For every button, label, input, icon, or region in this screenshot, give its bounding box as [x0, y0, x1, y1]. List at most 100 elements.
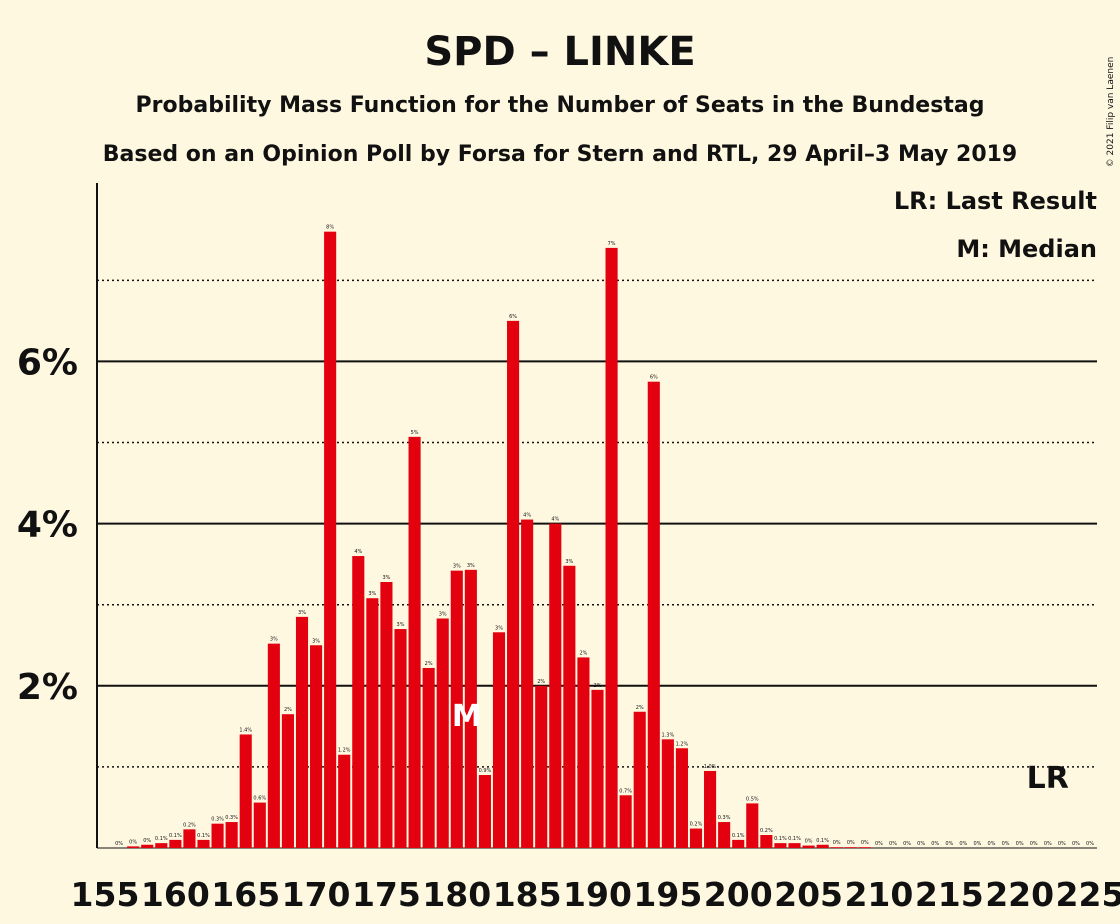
bar — [267, 643, 280, 848]
bar-value-label: 0% — [805, 839, 813, 845]
y-tick-label: 2% — [17, 667, 78, 708]
bar — [689, 828, 703, 848]
bar-value-label: 0.1% — [774, 836, 787, 842]
bar-value-label: 1.0% — [704, 764, 717, 770]
bar-value-label: 0% — [861, 840, 869, 846]
bar-value-label: 3% — [467, 563, 475, 569]
bar — [464, 569, 477, 848]
bar — [239, 734, 252, 848]
bar-value-label: 0% — [903, 841, 911, 847]
bar — [535, 685, 548, 848]
bar — [324, 231, 337, 848]
bar — [366, 598, 379, 848]
bar-value-label: 3% — [439, 611, 447, 617]
bar — [844, 847, 857, 848]
bar — [155, 843, 168, 848]
bar — [549, 523, 562, 848]
bar-value-label: 0% — [143, 838, 151, 844]
bar-value-label: 4% — [523, 513, 531, 519]
bar — [436, 618, 449, 848]
bar-value-label: 1.3% — [662, 732, 675, 738]
bar-value-label: 0.1% — [197, 833, 210, 839]
bar-value-label: 0.2% — [760, 828, 773, 834]
x-tick-label: 160 — [141, 875, 210, 914]
bar-value-label: 0% — [115, 841, 123, 847]
bar-value-label: 0.1% — [169, 833, 182, 839]
bar-value-label: 0.3% — [225, 815, 238, 821]
bar-value-label: 2% — [594, 683, 602, 689]
bar — [633, 711, 646, 848]
grid-lines — [97, 279, 1097, 849]
bar-value-label: 0% — [889, 841, 897, 847]
x-tick-label: 210 — [844, 875, 913, 914]
x-tick-label: 195 — [633, 875, 702, 914]
bar — [253, 802, 266, 848]
bar-value-label: 0.6% — [253, 796, 266, 802]
x-tick-label: 165 — [211, 875, 280, 914]
bar — [197, 839, 210, 848]
bar-value-label: 3% — [382, 575, 390, 581]
bar — [380, 582, 393, 848]
bar-value-label: 8% — [326, 225, 334, 231]
bar-value-label: 0% — [1002, 841, 1010, 847]
bar-value-label: 0% — [945, 841, 953, 847]
x-tick-label: 180 — [422, 875, 491, 914]
bar-value-label: 1.2% — [338, 748, 351, 754]
x-tick-label: 215 — [915, 875, 984, 914]
bar-value-label: 4% — [354, 549, 362, 555]
y-axis-ticks: 2% 4% 6% — [17, 342, 78, 707]
bar-value-label: 0% — [1072, 841, 1080, 847]
bar-value-label: 0% — [847, 840, 855, 846]
bar-value-label: 1.2% — [676, 741, 689, 747]
bar — [605, 247, 618, 848]
bar-value-label: 5% — [411, 430, 419, 436]
bar-value-label: 0.3% — [211, 817, 224, 823]
bar — [408, 436, 421, 848]
bar — [183, 829, 196, 848]
x-tick-label: 155 — [71, 875, 140, 914]
x-tick-label: 225 — [1056, 875, 1120, 914]
x-tick-label: 220 — [985, 875, 1054, 914]
bar-value-label: 0% — [1016, 841, 1024, 847]
bar — [577, 657, 590, 848]
bar — [718, 822, 731, 848]
bar-value-label: 2% — [425, 661, 433, 667]
bar — [760, 835, 773, 848]
bar — [830, 847, 843, 848]
bar-value-label: 2% — [537, 679, 545, 685]
bar-value-label: 3% — [453, 564, 461, 570]
x-tick-label: 205 — [774, 875, 843, 914]
bar-value-label: 3% — [368, 591, 376, 597]
bar-value-label: 0% — [129, 839, 137, 845]
bar — [704, 770, 717, 848]
bar-value-label: 0.1% — [155, 836, 168, 842]
bar-value-label: 0% — [833, 840, 841, 846]
bar — [281, 714, 294, 848]
bar — [295, 616, 309, 848]
legend-last-result: LR: Last Result — [894, 187, 1097, 215]
bar-value-label: 0% — [959, 841, 967, 847]
bar-value-label: 2% — [284, 707, 292, 713]
bar-value-label: 0% — [917, 841, 925, 847]
bar — [478, 775, 491, 848]
bar-value-label: 3% — [298, 610, 306, 616]
bars — [127, 231, 871, 848]
bar-value-label: 7% — [608, 241, 616, 247]
x-tick-label: 190 — [563, 875, 632, 914]
bar — [394, 629, 407, 848]
markers: M LR — [452, 699, 1069, 796]
bar-value-label: 0.9% — [479, 768, 492, 774]
bar — [141, 844, 154, 848]
bar-value-label: 0.1% — [816, 838, 829, 844]
bar-value-label: 0.2% — [690, 822, 703, 828]
bar-value-label: 0.5% — [746, 796, 759, 802]
bar-value-label: 0.1% — [788, 836, 801, 842]
y-tick-label: 4% — [17, 505, 78, 546]
bar — [619, 795, 632, 848]
bar-value-label: 6% — [650, 375, 658, 381]
bar — [225, 822, 238, 848]
bar — [774, 843, 787, 848]
bar-value-label: 2% — [579, 650, 587, 656]
bar-value-label: 0.3% — [718, 815, 731, 821]
